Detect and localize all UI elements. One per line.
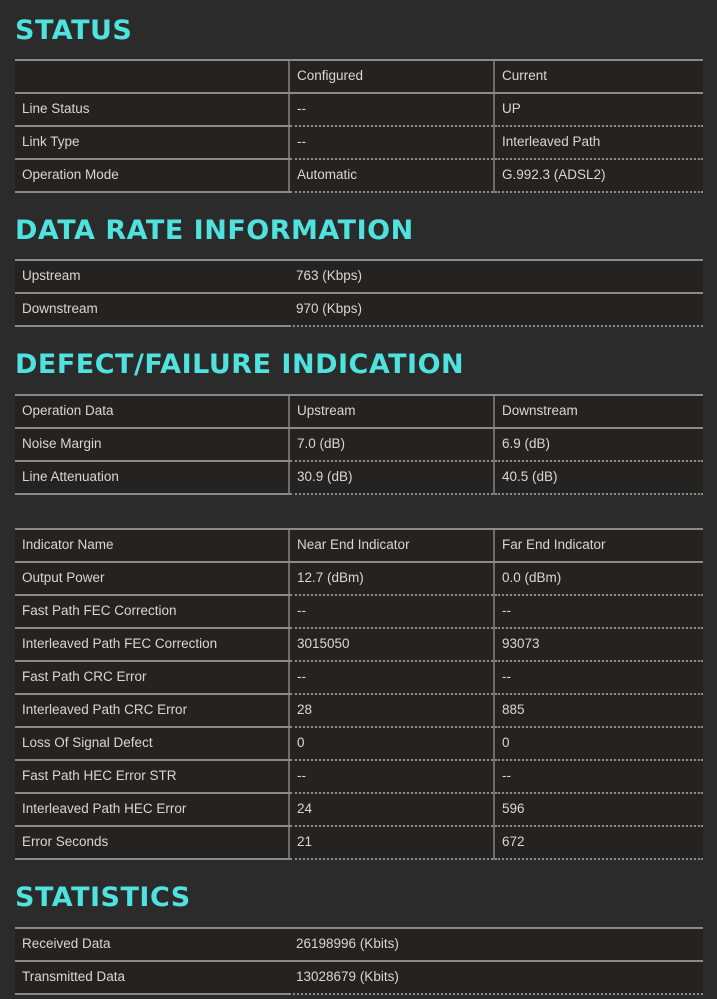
- table-row: Interleaved Path FEC Correction 3015050 …: [15, 627, 703, 662]
- row-label: Loss Of Signal Defect: [15, 726, 289, 761]
- row-label: Noise Margin: [15, 427, 289, 462]
- row-current: Interleaved Path: [493, 125, 703, 160]
- column-header-operation-data: Operation Data: [15, 394, 289, 429]
- row-label: Operation Mode: [15, 158, 289, 193]
- row-label: Downstream: [15, 292, 289, 327]
- column-header-downstream: Downstream: [493, 394, 703, 429]
- column-header-current: Current: [493, 59, 703, 94]
- table-row: Received Data 26198996 (Kbits): [15, 927, 703, 962]
- table-row: Error Seconds 21 672: [15, 825, 703, 860]
- row-label: Received Data: [15, 927, 289, 962]
- row-value: 26198996 (Kbits): [289, 927, 703, 962]
- table-row: Interleaved Path CRC Error 28 885: [15, 693, 703, 728]
- column-header-configured: Configured: [288, 59, 494, 94]
- row-near-end: 3015050: [288, 627, 494, 662]
- row-label: Link Type: [15, 125, 289, 160]
- data-rate-table-wrap: Upstream 763 (Kbps) Downstream 970 (Kbps…: [0, 259, 717, 327]
- table-row: Line Status -- UP: [15, 92, 703, 127]
- table-header-row: Operation Data Upstream Downstream: [15, 394, 703, 429]
- table-row: Link Type -- Interleaved Path: [15, 125, 703, 160]
- row-label: Output Power: [15, 561, 289, 596]
- row-value: 970 (Kbps): [289, 292, 703, 327]
- row-label: Interleaved Path HEC Error: [15, 792, 289, 827]
- column-header-blank: [15, 59, 289, 94]
- row-near-end: 21: [288, 825, 494, 860]
- row-current: UP: [493, 92, 703, 127]
- table-row: Interleaved Path HEC Error 24 596: [15, 792, 703, 827]
- table-row: Loss Of Signal Defect 0 0: [15, 726, 703, 761]
- row-label: Line Status: [15, 92, 289, 127]
- row-label: Fast Path FEC Correction: [15, 594, 289, 629]
- row-label: Fast Path CRC Error: [15, 660, 289, 695]
- table-row: Fast Path CRC Error -- --: [15, 660, 703, 695]
- row-configured: Automatic: [288, 158, 494, 193]
- row-near-end: --: [288, 594, 494, 629]
- row-label: Interleaved Path CRC Error: [15, 693, 289, 728]
- row-near-end: 24: [288, 792, 494, 827]
- statistics-table-wrap: Received Data 26198996 (Kbits) Transmitt…: [0, 927, 717, 995]
- statistics-table: Received Data 26198996 (Kbits) Transmitt…: [15, 927, 703, 995]
- row-far-end: 0.0 (dBm): [493, 561, 703, 596]
- row-current: G.992.3 (ADSL2): [493, 158, 703, 193]
- row-label: Line Attenuation: [15, 460, 289, 495]
- row-far-end: 672: [493, 825, 703, 860]
- row-near-end: --: [288, 759, 494, 794]
- page-bottom-spacer: [0, 995, 717, 996]
- operation-data-table: Operation Data Upstream Downstream Noise…: [15, 394, 703, 495]
- row-label: Fast Path HEC Error STR: [15, 759, 289, 794]
- row-far-end: 596: [493, 792, 703, 827]
- row-downstream: 40.5 (dB): [493, 460, 703, 495]
- section-heading-data-rate-information: DATA RATE INFORMATION: [15, 215, 414, 246]
- table-row: Line Attenuation 30.9 (dB) 40.5 (dB): [15, 460, 703, 495]
- column-header-upstream: Upstream: [288, 394, 494, 429]
- row-near-end: 12.7 (dBm): [288, 561, 494, 596]
- row-far-end: 93073: [493, 627, 703, 662]
- section-heading-status: STATUS: [15, 15, 133, 46]
- column-header-indicator-name: Indicator Name: [15, 528, 289, 563]
- table-row: Downstream 970 (Kbps): [15, 292, 703, 327]
- row-near-end: 0: [288, 726, 494, 761]
- table-header-row: Indicator Name Near End Indicator Far En…: [15, 528, 703, 563]
- row-configured: --: [288, 92, 494, 127]
- section-heading-defect-failure-indication: DEFECT/FAILURE INDICATION: [15, 349, 465, 380]
- column-header-far-end-indicator: Far End Indicator: [493, 528, 703, 563]
- row-label: Transmitted Data: [15, 960, 289, 995]
- row-far-end: --: [493, 594, 703, 629]
- row-near-end: --: [288, 660, 494, 695]
- table-row: Transmitted Data 13028679 (Kbits): [15, 960, 703, 995]
- table-row: Fast Path HEC Error STR -- --: [15, 759, 703, 794]
- row-near-end: 28: [288, 693, 494, 728]
- row-far-end: --: [493, 660, 703, 695]
- row-configured: --: [288, 125, 494, 160]
- table-row: Output Power 12.7 (dBm) 0.0 (dBm): [15, 561, 703, 596]
- operation-data-table-wrap: Operation Data Upstream Downstream Noise…: [0, 394, 717, 495]
- column-header-near-end-indicator: Near End Indicator: [288, 528, 494, 563]
- table-row: Noise Margin 7.0 (dB) 6.9 (dB): [15, 427, 703, 462]
- data-rate-table: Upstream 763 (Kbps) Downstream 970 (Kbps…: [15, 259, 703, 327]
- row-upstream: 30.9 (dB): [288, 460, 494, 495]
- status-table: Configured Current Line Status -- UP Lin…: [15, 59, 703, 193]
- row-label: Error Seconds: [15, 825, 289, 860]
- row-label: Interleaved Path FEC Correction: [15, 627, 289, 662]
- row-downstream: 6.9 (dB): [493, 427, 703, 462]
- indicator-table-wrap: Indicator Name Near End Indicator Far En…: [0, 528, 717, 860]
- indicator-table: Indicator Name Near End Indicator Far En…: [15, 528, 703, 860]
- row-far-end: --: [493, 759, 703, 794]
- row-far-end: 885: [493, 693, 703, 728]
- table-row: Upstream 763 (Kbps): [15, 259, 703, 294]
- row-value: 763 (Kbps): [289, 259, 703, 294]
- row-label: Upstream: [15, 259, 289, 294]
- table-row: Fast Path FEC Correction -- --: [15, 594, 703, 629]
- row-value: 13028679 (Kbits): [289, 960, 703, 995]
- section-heading-statistics: STATISTICS: [15, 882, 191, 913]
- row-upstream: 7.0 (dB): [288, 427, 494, 462]
- row-far-end: 0: [493, 726, 703, 761]
- table-row: Operation Mode Automatic G.992.3 (ADSL2): [15, 158, 703, 193]
- table-header-row: Configured Current: [15, 59, 703, 94]
- status-table-wrap: Configured Current Line Status -- UP Lin…: [0, 59, 717, 193]
